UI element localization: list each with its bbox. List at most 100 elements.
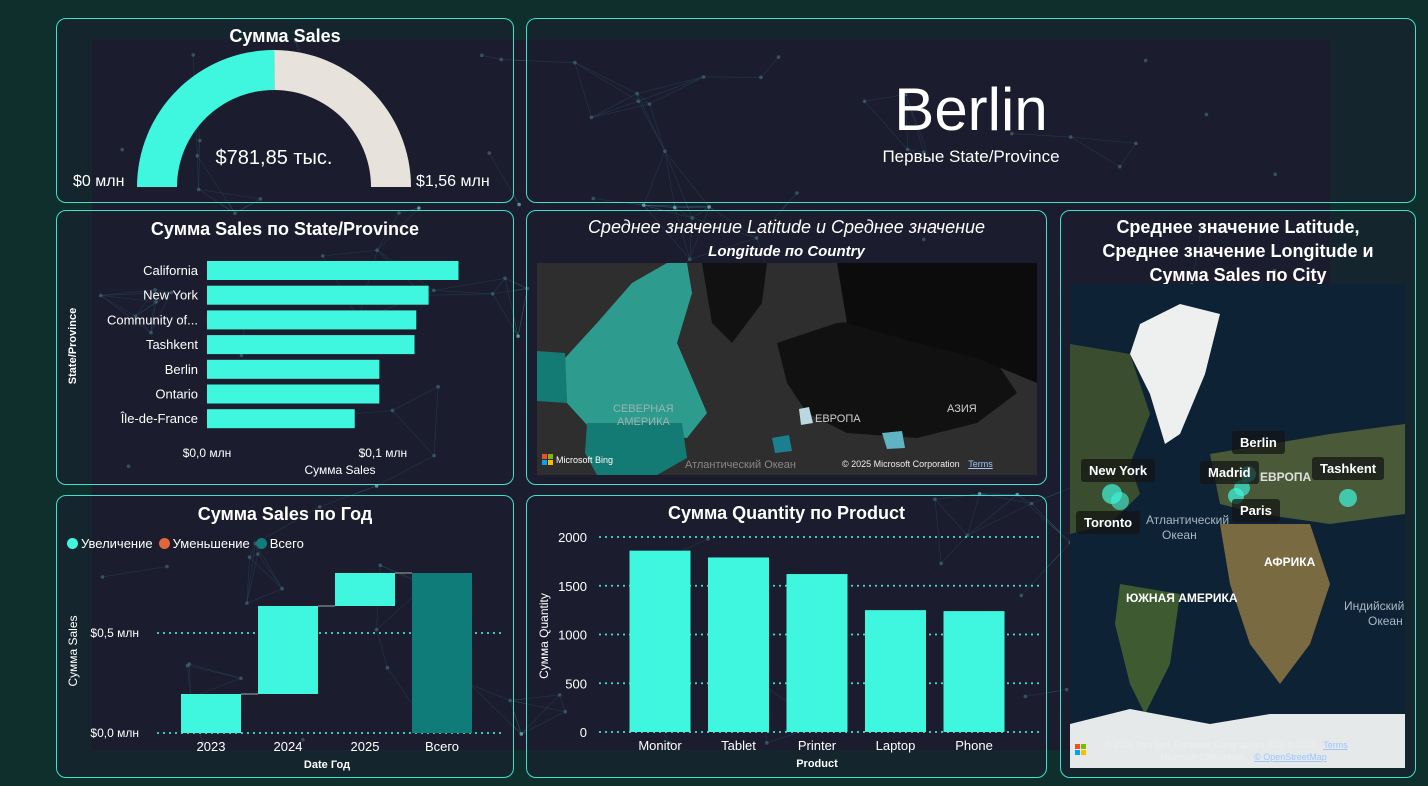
bar-monitor[interactable]: [629, 550, 691, 732]
country-map[interactable]: СЕВЕРНАЯ АМЕРИКА ЕВРОПА АЗИЯ Атлантическ…: [537, 263, 1037, 475]
bar-california[interactable]: [207, 261, 459, 280]
x-tick-label: Printer: [798, 738, 837, 753]
country-map-copyright: © 2025 Microsoft Corporation: [842, 459, 960, 469]
waterfall-bar-2025[interactable]: [335, 573, 395, 606]
north-america-shape: [565, 263, 707, 438]
germany-shape: [799, 407, 813, 425]
y-tick-label: 0: [580, 725, 587, 740]
microsoft-logo-icon: [542, 454, 553, 465]
network-node: [516, 334, 520, 338]
x-tick-label: 2025: [351, 739, 380, 754]
country-map-canvas: [537, 263, 1037, 475]
quantity-by-product-card[interactable]: Сумма Quantity по Product 0 500 1000 1500 20…: [526, 495, 1047, 778]
x-tick-label: $0,1 млн: [359, 446, 408, 460]
bar-berlin[interactable]: [207, 359, 380, 379]
city-map-title-3: Сумма Sales по City: [1149, 265, 1327, 285]
bar-le-de-france[interactable]: [207, 409, 355, 429]
network-edge: [979, 493, 1018, 495]
network-node: [672, 205, 677, 210]
legend-label-increase: Увеличение: [81, 536, 153, 551]
legend-item-total[interactable]: Всего: [255, 536, 304, 551]
country-map-card[interactable]: Среднее значение Latitude и Среднее знач…: [526, 210, 1047, 485]
city-map-card[interactable]: Среднее значение Latitude, Среднее значе…: [1060, 210, 1416, 778]
network-edge: [643, 204, 710, 208]
country-map-title-1: Среднее значение Latitude и Среднее знач…: [587, 217, 986, 237]
africa-land: [1220, 524, 1330, 684]
bubble-tashkent[interactable]: [1339, 489, 1357, 507]
label-north-america-2: АМЕРИКА: [617, 416, 670, 428]
alaska-shape: [537, 351, 567, 403]
waterfall-bar-2024[interactable]: [258, 606, 318, 694]
legend-dot-decrease: [158, 538, 170, 549]
legend-dot-total: [255, 538, 267, 549]
legend-label-total: Всего: [269, 536, 304, 551]
gauge-value: $781,85 тыс.: [215, 147, 333, 169]
y-axis-title: State/Province: [67, 308, 79, 384]
legend-dot-increase: [67, 538, 78, 549]
city-map-copyright-2: Microsoft Corporation,: [1160, 752, 1249, 762]
waterfall-legend: Увеличение Уменьшение Всего: [67, 536, 304, 551]
city-map[interactable]: New York Berlin Madrid Tashkent Toronto …: [1070, 284, 1405, 768]
sales-by-state-chart: California New York Community of... Tashken…: [67, 261, 459, 477]
city-map-title-1: Среднее значение Latitude,: [1116, 217, 1360, 237]
label-indian-2: Океан: [1368, 614, 1403, 628]
country-map-attribution: © 2025 Microsoft Corporation Terms: [842, 459, 993, 469]
city-map-terms-link[interactable]: Terms: [1323, 740, 1348, 750]
x-tick-label: Phone: [955, 738, 993, 753]
legend-label-decrease: Уменьшение: [172, 536, 250, 551]
category-label: Ontario: [155, 387, 198, 402]
bar-ontario[interactable]: [207, 384, 380, 404]
kpi-card[interactable]: Berlin Первые State/Province: [526, 18, 1416, 203]
y-tick-label: $0,0 млн: [90, 726, 139, 740]
sales-by-state-card[interactable]: Сумма Sales по State/Province California…: [56, 210, 514, 485]
north-america-land: [1070, 344, 1150, 534]
network-edge: [643, 204, 675, 208]
gauge-card[interactable]: Сумма Sales $781,85 тыс. $0 млн $1,56 мл…: [56, 18, 514, 203]
label-north-america: СЕВЕРНАЯ: [613, 403, 674, 415]
x-tick-label: Laptop: [876, 738, 916, 753]
category-label: California: [143, 263, 199, 278]
y-axis-title: Сумма Sales: [66, 615, 80, 686]
y-tick-label: 1000: [558, 628, 587, 643]
openstreetmap-link[interactable]: © OpenStreetMap: [1254, 752, 1327, 762]
x-axis-title: Сумма Sales: [304, 463, 375, 477]
label-atlantic: Атлантический Океан: [685, 459, 796, 471]
country-map-terms-link[interactable]: Terms: [968, 459, 993, 469]
bubble-toronto[interactable]: [1111, 492, 1129, 510]
x-tick-label: Tablet: [721, 738, 756, 753]
bar-printer[interactable]: [786, 574, 848, 732]
greenland-shape: [702, 263, 767, 343]
bar-new-york[interactable]: [207, 285, 429, 305]
label-indian-1: Индийский: [1344, 599, 1405, 613]
gauge-track: [274, 50, 411, 188]
network-edge: [517, 288, 528, 337]
quantity-by-product-chart: 0 500 1000 1500 2000 Monitor Tablet Printer Lapt…: [537, 530, 1039, 770]
bubble-paris[interactable]: [1234, 480, 1250, 496]
label-atlantic-1: Атлантический: [1146, 513, 1230, 527]
label-africa: АФРИКА: [1264, 555, 1316, 569]
city-label-toronto: Toronto: [1076, 511, 1141, 534]
city-label-madrid: Madrid: [1200, 461, 1259, 484]
sales-by-year-card[interactable]: Сумма Sales по Год Увеличение Уменьшение…: [56, 495, 514, 778]
label-atlantic-2: Океан: [1162, 528, 1197, 542]
bar-community-of[interactable]: [207, 310, 417, 330]
bar-tablet[interactable]: [708, 557, 769, 732]
legend-item-increase[interactable]: Увеличение: [67, 536, 153, 551]
bar-phone[interactable]: [943, 611, 1005, 732]
uzbekistan-shape: [882, 431, 905, 449]
y-tick-label: $0,5 млн: [90, 626, 139, 640]
legend-item-decrease[interactable]: Уменьшение: [158, 536, 250, 551]
gauge-fill[interactable]: [137, 49, 275, 187]
network-node: [977, 492, 982, 496]
russia-shape: [837, 263, 1037, 383]
bar-laptop[interactable]: [865, 610, 926, 732]
south-america-land: [1115, 584, 1180, 714]
sales-by-year-title: Сумма Sales по Год: [197, 504, 373, 524]
waterfall-bar-total[interactable]: [412, 573, 472, 733]
quantity-by-product-title: Сумма Quantity по Product: [667, 503, 906, 523]
gauge-chart: [137, 49, 411, 188]
category-label: New York: [143, 288, 198, 303]
city-label-berlin: Berlin: [1232, 431, 1285, 454]
waterfall-bar-2023[interactable]: [181, 694, 241, 733]
bar-tashkent[interactable]: [207, 335, 415, 355]
